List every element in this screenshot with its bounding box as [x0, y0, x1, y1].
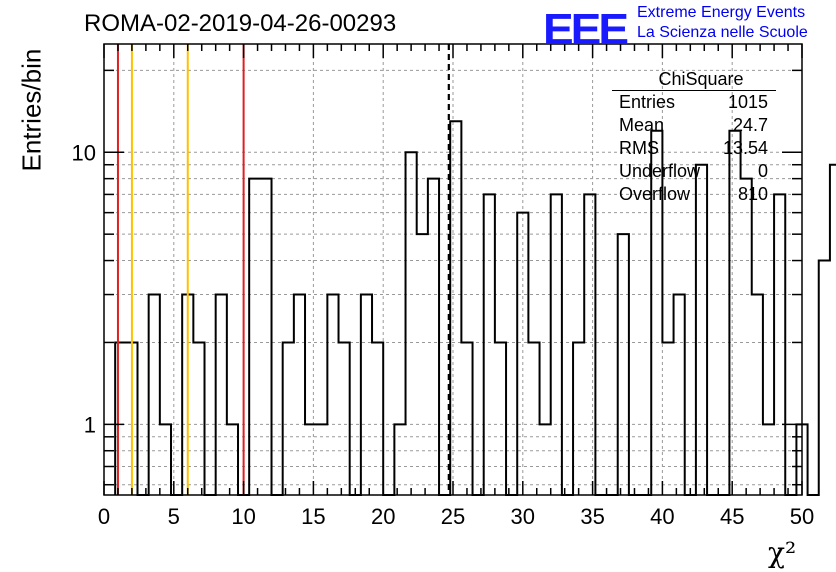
x-tick-label: 35: [580, 504, 604, 529]
histogram-bin: [484, 194, 495, 495]
logo-line-1: Extreme Energy Events: [637, 4, 806, 21]
histogram-bin: [115, 342, 126, 495]
histogram-bin: [819, 261, 830, 495]
stats-row-entries: Entries 1015: [612, 91, 776, 114]
stats-row-rms: RMS 13.54: [612, 137, 776, 160]
histogram-bin: [294, 295, 305, 495]
y-axis-label: Entries/bin: [16, 48, 47, 172]
stats-row-mean: Mean 24.7: [612, 114, 776, 137]
histogram-bars: [114, 120, 836, 496]
histogram-bin: [551, 194, 562, 495]
tick-marks: [103, 44, 803, 495]
histogram-bin: [260, 179, 271, 495]
histogram-bin: [528, 342, 539, 495]
histogram-bin: [406, 152, 417, 495]
stats-label: RMS: [619, 138, 659, 158]
histogram-bin: [417, 234, 428, 495]
histogram-bin: [752, 295, 763, 495]
histogram-bin: [327, 295, 338, 495]
histogram-bin: [584, 194, 595, 495]
stats-label: Entries: [619, 92, 676, 112]
histogram-bin: [573, 342, 584, 495]
histogram-bin: [495, 342, 506, 495]
x-tick-label: 10: [231, 504, 255, 529]
histogram-outline: [114, 120, 836, 496]
histogram-bin: [696, 165, 707, 495]
stats-label: Underflow: [619, 161, 701, 181]
histogram-bin: [774, 194, 785, 495]
marker-lines: [116, 44, 450, 495]
x-axis-label: χ²: [768, 536, 797, 569]
histogram-bin: [741, 179, 752, 495]
histogram-bin: [216, 295, 227, 495]
histogram-bin: [662, 342, 673, 495]
histogram-bin: [149, 295, 160, 495]
histogram-bin: [283, 342, 294, 495]
logo-line-2: La Scienza nelle Scuole: [637, 24, 808, 41]
x-tick-label: 5: [168, 504, 180, 529]
x-tick-label: 40: [650, 504, 674, 529]
stats-value: 810: [737, 184, 768, 204]
histogram-bin: [361, 295, 372, 495]
histogram-bin: [249, 179, 260, 495]
x-tick-label: 20: [371, 504, 395, 529]
stats-label: Mean: [619, 115, 665, 135]
stats-title: ChiSquare: [612, 68, 776, 91]
x-tick-label: 25: [441, 504, 465, 529]
stats-row-overflow: Overflow 810: [612, 183, 776, 206]
histogram-bin: [618, 234, 629, 495]
stats-row-underflow: Underflow 0: [612, 160, 776, 183]
histogram-bin: [193, 342, 204, 495]
stats-value: 13.54: [722, 138, 768, 158]
tick-labels: 0 5 10 15 20 25 30 35 40 45 50 1 10: [72, 140, 815, 529]
x-tick-label: 0: [98, 504, 110, 529]
chart-title: ROMA-02-2019-04-26-00293: [84, 10, 397, 37]
grid-lines: [104, 44, 802, 495]
stats-label: Overflow: [619, 184, 691, 204]
x-tick-label: 30: [511, 504, 535, 529]
histogram-bin: [339, 342, 350, 495]
histogram-bin: [372, 342, 383, 495]
x-tick-label: 50: [790, 504, 814, 529]
stats-box: ChiSquare Entries 1015 Mean 24.7 RMS 13.…: [612, 68, 776, 206]
stats-value: 0: [757, 161, 768, 181]
y-tick-label: 1: [84, 412, 96, 437]
histogram-bin: [674, 295, 685, 495]
y-tick-label: 10: [72, 140, 96, 165]
histogram-bin: [461, 342, 472, 495]
histogram-bin: [450, 121, 461, 495]
stats-value: 24.7: [732, 115, 768, 135]
eee-logo-mark: EEE: [543, 4, 629, 54]
stats-value: 1015: [727, 92, 768, 112]
x-tick-label: 45: [720, 504, 744, 529]
x-tick-label: 15: [301, 504, 325, 529]
histogram-bin: [428, 179, 439, 495]
